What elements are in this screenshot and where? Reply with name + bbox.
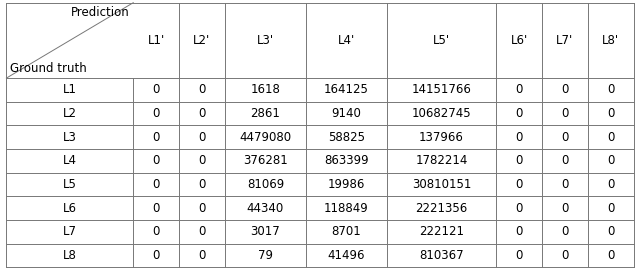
- Text: 0: 0: [515, 249, 523, 262]
- Text: 0: 0: [515, 107, 523, 120]
- Text: 0: 0: [515, 154, 523, 167]
- Text: 30810151: 30810151: [412, 178, 471, 191]
- Text: 0: 0: [152, 83, 160, 96]
- Text: 137966: 137966: [419, 131, 464, 144]
- Text: 0: 0: [607, 131, 614, 144]
- Text: 1618: 1618: [250, 83, 280, 96]
- Text: 81069: 81069: [247, 178, 284, 191]
- Text: 118849: 118849: [324, 202, 369, 215]
- Text: 0: 0: [198, 131, 205, 144]
- Text: 0: 0: [515, 178, 523, 191]
- Text: 376281: 376281: [243, 154, 288, 167]
- Text: L7': L7': [556, 34, 573, 47]
- Text: 58825: 58825: [328, 131, 365, 144]
- Text: 0: 0: [561, 225, 568, 238]
- Text: L1': L1': [148, 34, 164, 47]
- Text: L3: L3: [63, 131, 77, 144]
- Text: 2861: 2861: [250, 107, 280, 120]
- Text: 44340: 44340: [247, 202, 284, 215]
- Text: Prediction: Prediction: [72, 6, 130, 19]
- Text: 0: 0: [607, 154, 614, 167]
- Text: L6': L6': [511, 34, 528, 47]
- Text: 0: 0: [198, 83, 205, 96]
- Text: 8701: 8701: [332, 225, 362, 238]
- Text: L2': L2': [193, 34, 211, 47]
- Text: 0: 0: [561, 249, 568, 262]
- Text: 0: 0: [198, 178, 205, 191]
- Text: 0: 0: [198, 202, 205, 215]
- Text: 2221356: 2221356: [415, 202, 468, 215]
- Text: 19986: 19986: [328, 178, 365, 191]
- Text: 0: 0: [561, 107, 568, 120]
- Text: 0: 0: [152, 178, 160, 191]
- Text: 0: 0: [152, 131, 160, 144]
- Text: L5: L5: [63, 178, 77, 191]
- Text: 3017: 3017: [250, 225, 280, 238]
- Text: 14151766: 14151766: [412, 83, 472, 96]
- Text: 1782214: 1782214: [415, 154, 468, 167]
- Text: 810367: 810367: [419, 249, 464, 262]
- Text: 0: 0: [152, 107, 160, 120]
- Text: 79: 79: [258, 249, 273, 262]
- Text: L2: L2: [63, 107, 77, 120]
- Text: L1: L1: [63, 83, 77, 96]
- Text: 0: 0: [561, 83, 568, 96]
- Text: 0: 0: [152, 202, 160, 215]
- Text: L6: L6: [63, 202, 77, 215]
- Text: 0: 0: [198, 107, 205, 120]
- Text: 164125: 164125: [324, 83, 369, 96]
- Text: L3': L3': [257, 34, 274, 47]
- Text: 0: 0: [607, 178, 614, 191]
- Text: L8': L8': [602, 34, 620, 47]
- Text: 9140: 9140: [332, 107, 362, 120]
- Text: 0: 0: [515, 131, 523, 144]
- Text: 0: 0: [607, 107, 614, 120]
- Text: 0: 0: [607, 225, 614, 238]
- Text: L5': L5': [433, 34, 450, 47]
- Text: 0: 0: [607, 83, 614, 96]
- Text: 0: 0: [515, 202, 523, 215]
- Text: 0: 0: [561, 202, 568, 215]
- Text: L4: L4: [63, 154, 77, 167]
- Text: 0: 0: [561, 178, 568, 191]
- Text: L8: L8: [63, 249, 77, 262]
- Text: 0: 0: [152, 154, 160, 167]
- Text: 0: 0: [198, 154, 205, 167]
- Text: 0: 0: [198, 249, 205, 262]
- Text: 0: 0: [607, 249, 614, 262]
- Text: 0: 0: [515, 225, 523, 238]
- Text: 10682745: 10682745: [412, 107, 472, 120]
- Text: 0: 0: [152, 225, 160, 238]
- Text: 0: 0: [515, 83, 523, 96]
- Text: 222121: 222121: [419, 225, 464, 238]
- Text: 0: 0: [198, 225, 205, 238]
- Text: 0: 0: [152, 249, 160, 262]
- Text: 0: 0: [561, 154, 568, 167]
- Text: Ground truth: Ground truth: [10, 62, 86, 75]
- Text: L7: L7: [63, 225, 77, 238]
- Text: 4479080: 4479080: [239, 131, 291, 144]
- Text: L4': L4': [338, 34, 355, 47]
- Text: 863399: 863399: [324, 154, 369, 167]
- Text: 41496: 41496: [328, 249, 365, 262]
- Text: 0: 0: [561, 131, 568, 144]
- Text: 0: 0: [607, 202, 614, 215]
